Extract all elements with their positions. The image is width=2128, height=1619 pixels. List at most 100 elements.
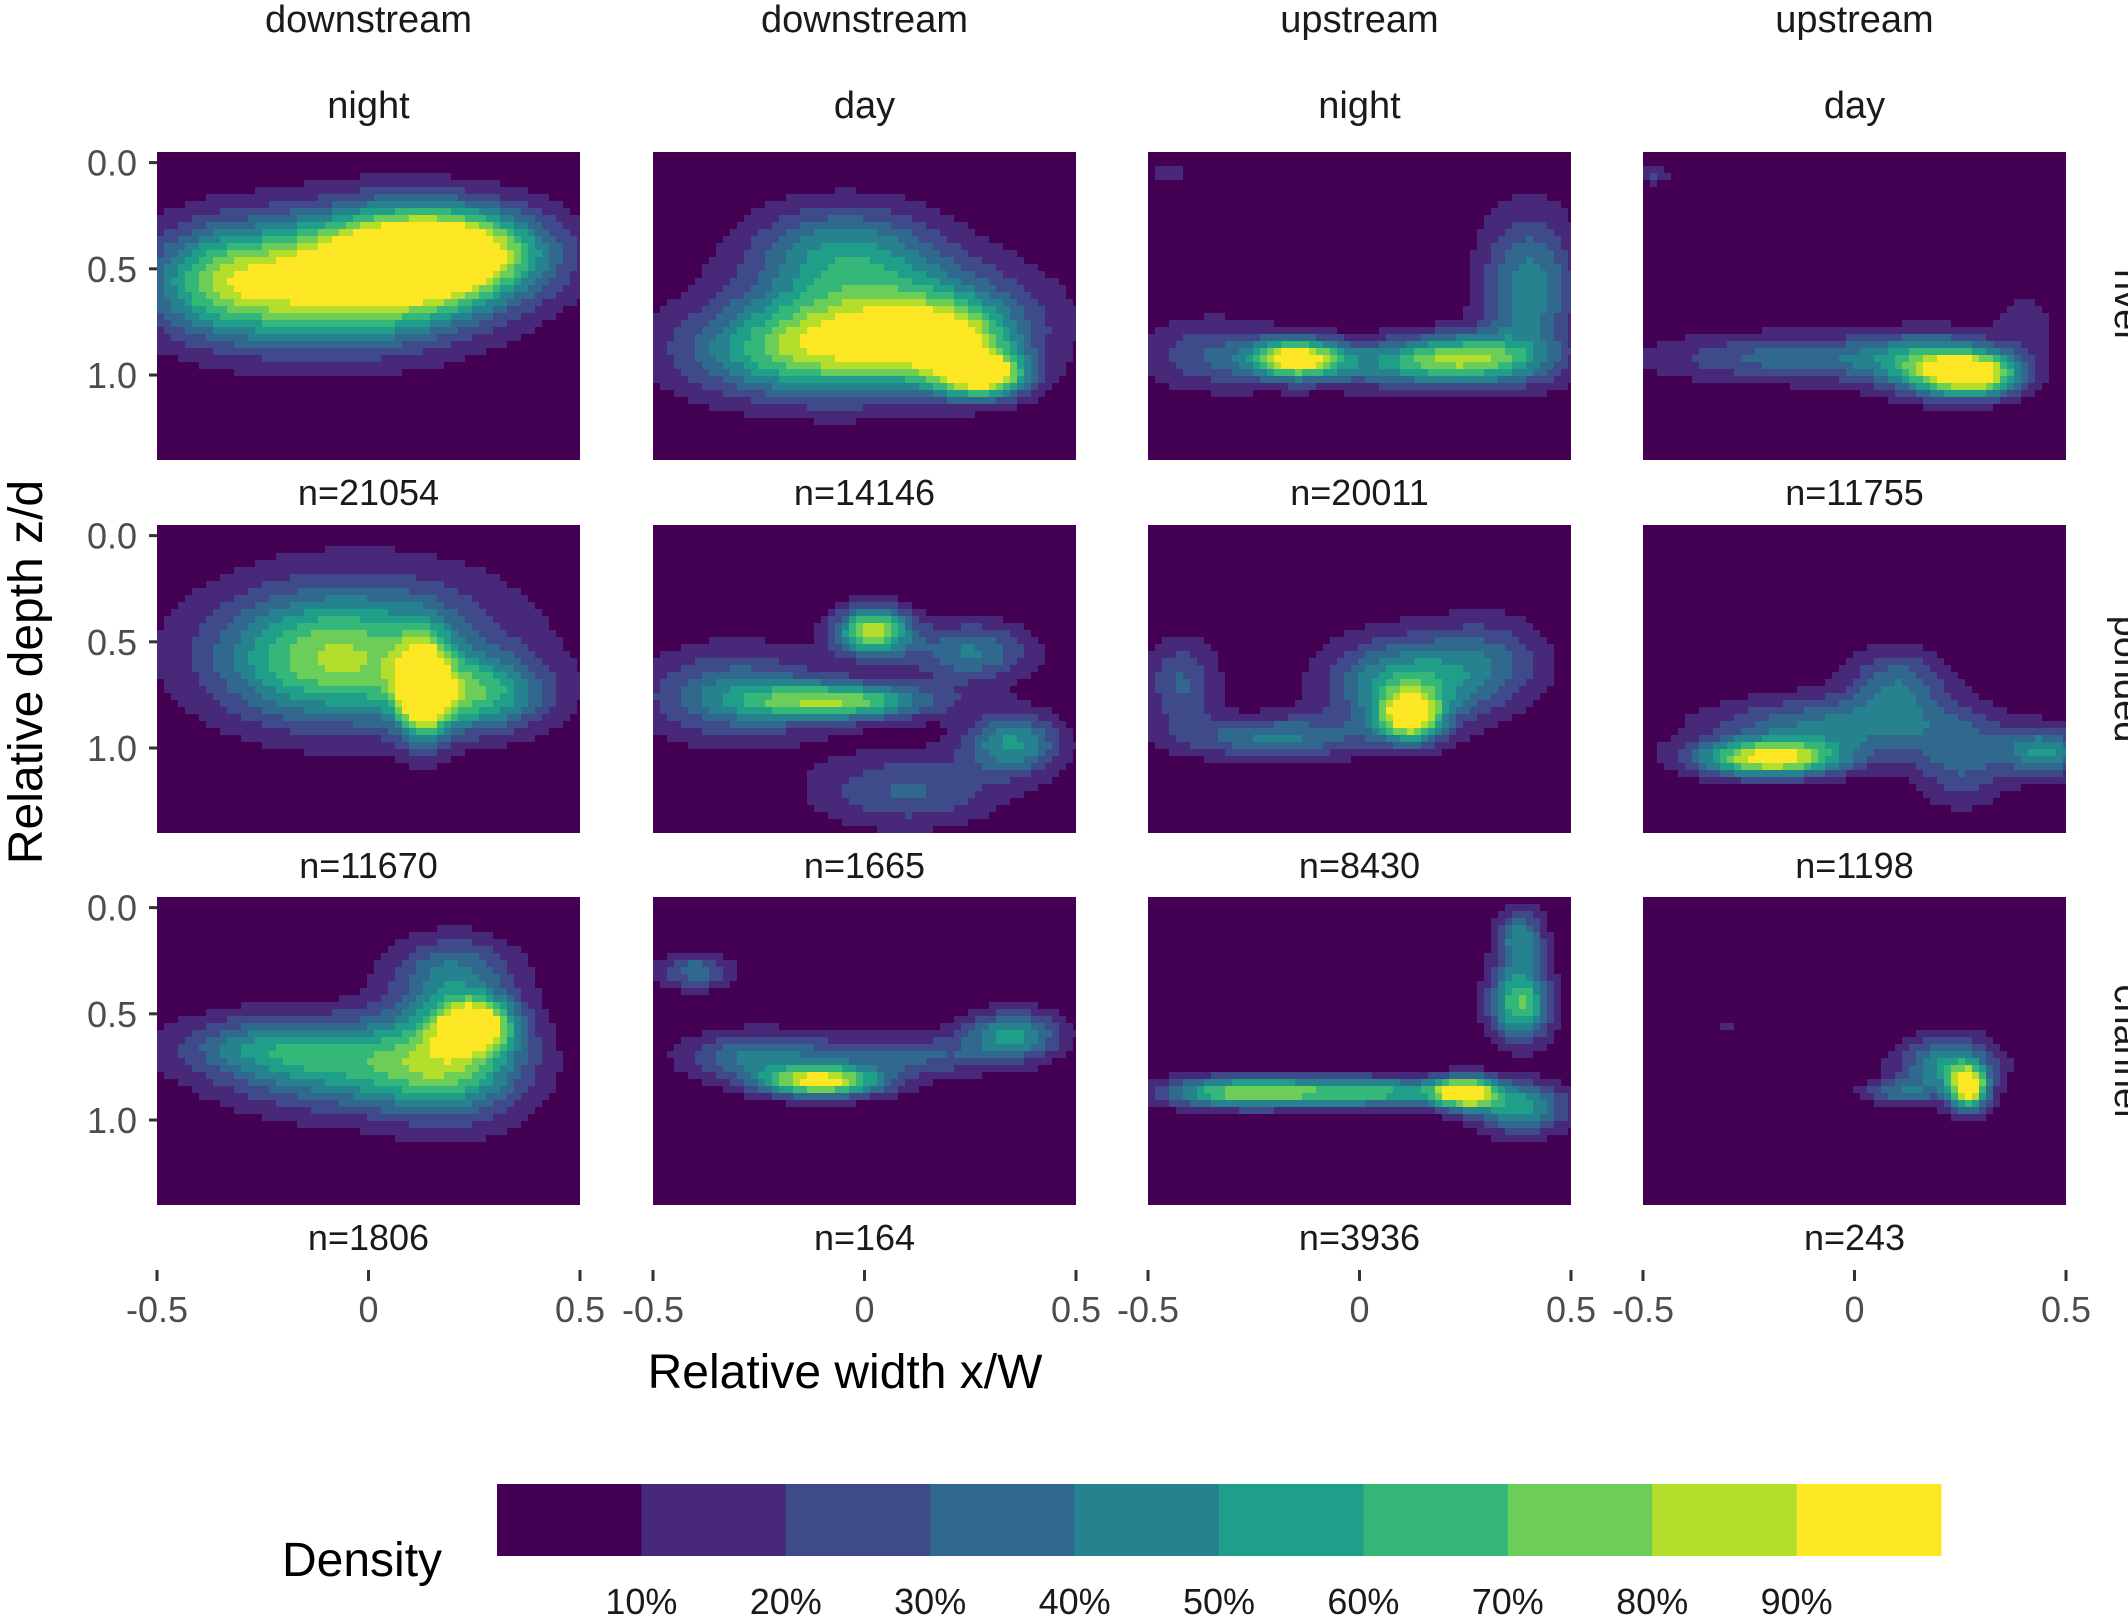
density-band-level-1 bbox=[653, 595, 1076, 833]
density-band-level-7 bbox=[1225, 995, 1526, 1107]
column-header-line2: day bbox=[1824, 85, 1885, 127]
density-band-level-2 bbox=[1867, 1037, 2000, 1114]
sample-size-label: n=21054 bbox=[298, 472, 439, 513]
legend-break-label: 80% bbox=[1616, 1581, 1688, 1619]
facet-panels bbox=[157, 152, 2066, 1205]
density-band-level-5 bbox=[1246, 334, 1533, 376]
density-band-level-4 bbox=[1699, 679, 2066, 777]
density-band-level-8 bbox=[1734, 749, 1811, 770]
y-tick-label: 0.5 bbox=[87, 994, 137, 1035]
sample-size-label: n=11670 bbox=[299, 845, 437, 886]
density-band-level-4 bbox=[234, 595, 528, 742]
y-tick-label: 1.0 bbox=[87, 1100, 137, 1141]
density-band-level-3 bbox=[1169, 918, 1554, 1128]
density-band-level-4 bbox=[1232, 257, 1547, 383]
panel-channel-1 bbox=[653, 897, 1076, 1205]
x-tick-label: -0.5 bbox=[126, 1289, 188, 1330]
density-band-level-1 bbox=[1720, 1023, 2014, 1121]
density-band-level-9 bbox=[227, 222, 507, 306]
density-band-level-8 bbox=[800, 623, 884, 707]
density-band-level-3 bbox=[1692, 665, 2066, 777]
density-band-level-1 bbox=[653, 187, 1076, 425]
density-band-level-7 bbox=[1902, 355, 2007, 390]
density-band-level-9 bbox=[1923, 355, 1993, 383]
density-band-level-2 bbox=[1650, 173, 2035, 404]
density-band-level-2 bbox=[667, 208, 1052, 411]
density-band-level-5 bbox=[241, 981, 514, 1100]
sample-size-label: n=11755 bbox=[1785, 472, 1923, 513]
density-band-level-3 bbox=[1176, 637, 1512, 749]
legend-break-label: 50% bbox=[1183, 1581, 1255, 1619]
density-band-level-4 bbox=[220, 960, 521, 1107]
density-band-level-3 bbox=[681, 609, 1052, 798]
legend-break-label: 20% bbox=[750, 1581, 822, 1619]
density-band-level-4 bbox=[702, 609, 1038, 763]
density-band-level-3 bbox=[695, 215, 1038, 404]
legend-swatch bbox=[497, 1484, 642, 1556]
density-band-level-6 bbox=[185, 208, 528, 327]
density-band-level-4 bbox=[709, 229, 1031, 397]
density-band-level-5 bbox=[1937, 1058, 1986, 1107]
density-band-level-3 bbox=[213, 588, 542, 749]
density-band-level-8 bbox=[318, 637, 465, 728]
panel-ponded-1 bbox=[653, 525, 1076, 833]
x-tick-label: 0.5 bbox=[1546, 1289, 1596, 1330]
panel-river-1 bbox=[653, 152, 1076, 460]
density-band-level-3 bbox=[157, 194, 563, 348]
column-header-line2: night bbox=[1318, 85, 1401, 127]
y-tick-label: 0.5 bbox=[87, 622, 137, 663]
density-band-level-5 bbox=[730, 243, 1024, 397]
x-tick-label: -0.5 bbox=[622, 1289, 684, 1330]
column-header-line1: downstream bbox=[265, 0, 472, 41]
density-band-level-3 bbox=[1204, 236, 1561, 383]
x-tick-label: 0 bbox=[358, 1289, 378, 1330]
legend-swatch bbox=[1363, 1484, 1509, 1556]
density-band-level-4 bbox=[1183, 925, 1547, 1121]
x-tick-label: -0.5 bbox=[1117, 1289, 1179, 1330]
column-header-line2: night bbox=[327, 85, 410, 127]
row-header-ponded: ponded bbox=[2106, 616, 2128, 743]
panel-channel-2 bbox=[1148, 897, 1571, 1205]
panel-channel-3 bbox=[1643, 897, 2066, 1205]
x-tick-label: 0.5 bbox=[555, 1289, 605, 1330]
density-band-level-3 bbox=[1881, 1044, 1993, 1114]
panel-ponded-0 bbox=[157, 525, 580, 833]
column-header-line1: upstream bbox=[1775, 0, 1933, 41]
density-band-level-1 bbox=[653, 953, 1076, 1107]
legend-swatch bbox=[785, 1484, 931, 1556]
legend-title: Density bbox=[282, 1534, 442, 1587]
legend-break-label: 10% bbox=[605, 1581, 677, 1619]
density-band-level-2 bbox=[1169, 222, 1571, 390]
y-tick-label: 0.0 bbox=[87, 143, 137, 184]
x-tick-label: 0 bbox=[1349, 1289, 1369, 1330]
row-header-channel: channel bbox=[2106, 984, 2128, 1117]
density-band-level-5 bbox=[1372, 658, 1470, 742]
density-band-level-8 bbox=[779, 299, 1010, 390]
legend-swatch bbox=[930, 1484, 1076, 1556]
density-band-level-6 bbox=[1204, 988, 1533, 1107]
sample-size-label: n=1806 bbox=[308, 1217, 429, 1258]
density-band-level-6 bbox=[744, 616, 898, 714]
density-band-level-4 bbox=[1902, 1051, 1993, 1107]
panel-ponded-2 bbox=[1148, 525, 1571, 833]
density-band-level-5 bbox=[758, 1030, 1024, 1093]
legend-break-label: 70% bbox=[1472, 1581, 1544, 1619]
sample-size-label: n=1198 bbox=[1795, 845, 1913, 886]
panel-river-0 bbox=[157, 152, 580, 460]
legend-swatch bbox=[1507, 1484, 1653, 1556]
sample-size-labels: n=21054 n=14146 n=20011 n=11755 n=11670 n=166… bbox=[298, 472, 1924, 1258]
density-band-level-7 bbox=[779, 1072, 856, 1093]
sample-size-label: n=8430 bbox=[1299, 845, 1420, 886]
y-tick-label: 0.0 bbox=[87, 516, 137, 557]
density-legend: Density 10% 20% 30% 40% 50% 60% 70% 80% 90% bbox=[282, 1484, 1942, 1619]
density-band-level-9 bbox=[800, 306, 1010, 390]
density-band-level-1 bbox=[1148, 904, 1571, 1142]
density-band-level-6 bbox=[744, 257, 1024, 397]
x-tick-label: -0.5 bbox=[1612, 1289, 1674, 1330]
x-tick-label: 0 bbox=[854, 1289, 874, 1330]
sample-size-label: n=243 bbox=[1804, 1217, 1905, 1258]
legend-break-label: 40% bbox=[1039, 1581, 1111, 1619]
legend-labels: 10% 20% 30% 40% 50% 60% 70% 80% 90% bbox=[605, 1581, 1832, 1619]
x-tick-label: 0.5 bbox=[2041, 1289, 2091, 1330]
density-band-level-1 bbox=[157, 173, 580, 376]
